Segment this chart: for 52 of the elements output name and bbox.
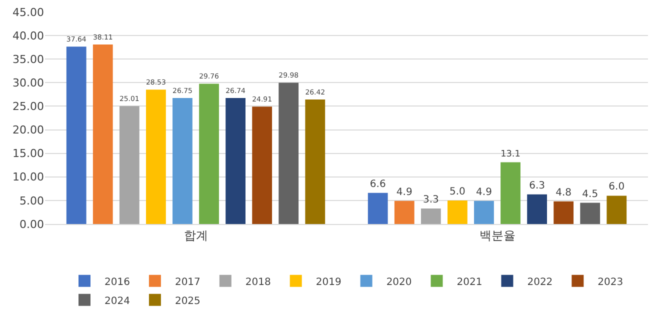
bar [119, 106, 140, 224]
bar [199, 84, 219, 224]
legend-label: 2021 [456, 276, 482, 288]
bar [278, 82, 299, 224]
bar [448, 200, 468, 224]
bar [554, 201, 574, 224]
y-tick-label: 45.00 [12, 6, 44, 19]
bar [394, 200, 414, 224]
data-label: 4.5 [582, 188, 598, 200]
y-tick-label: 0.00 [20, 218, 44, 231]
data-label: 13.1 [500, 150, 520, 160]
y-tick-label: 25.00 [12, 100, 44, 114]
bar [92, 44, 113, 224]
legend-label: 2017 [174, 276, 200, 288]
bar [66, 46, 86, 224]
data-label: 5.0 [449, 186, 466, 198]
x-tick-label: 합계 [184, 228, 208, 242]
legend-label: 2020 [386, 276, 412, 288]
y-tick-label: 20.00 [12, 124, 44, 137]
legend-label: 2023 [598, 276, 624, 288]
bar [500, 162, 520, 224]
legend-label: 2024 [104, 296, 130, 307]
legend-label: 2022 [527, 276, 553, 288]
bar [226, 98, 246, 224]
data-label: 4.8 [556, 187, 572, 198]
y-tick-label: 15.00 [12, 147, 44, 160]
data-label: 4.9 [396, 186, 412, 198]
data-label: 6.0 [608, 182, 625, 193]
bar [606, 196, 627, 224]
data-label: 4.9 [476, 186, 492, 198]
x-tick-label: 백분율 [479, 228, 516, 242]
y-tick-label: 40.00 [12, 29, 44, 42]
y-tick-label: 35.00 [12, 52, 44, 66]
bar [527, 194, 547, 224]
bar [474, 200, 494, 224]
bar [172, 98, 192, 224]
y-tick-label: 5.00 [20, 194, 44, 208]
legend-label: 2019 [316, 276, 342, 288]
bar [580, 202, 600, 224]
bar [420, 208, 441, 224]
legend-label: 2018 [245, 276, 271, 288]
data-label: 3.3 [422, 194, 439, 206]
legend-label: 2016 [104, 276, 130, 288]
y-tick-label: 10.00 [12, 170, 44, 184]
bar [305, 100, 326, 224]
data-label: 6.6 [370, 178, 386, 190]
y-tick-label: 30.00 [12, 76, 44, 90]
bar [146, 90, 166, 224]
bar [252, 106, 272, 224]
legend-label: 2025 [174, 296, 200, 307]
data-label: 6.3 [529, 180, 546, 192]
bar [368, 192, 388, 224]
